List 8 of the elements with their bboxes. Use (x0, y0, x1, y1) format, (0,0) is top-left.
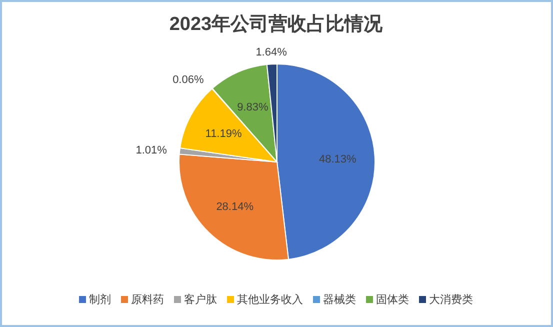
legend-label: 其他业务收入 (237, 293, 303, 306)
title: 2023年公司营收占比情况 (169, 14, 383, 35)
legend-label: 固体类 (376, 293, 409, 306)
legend-label: 制剂 (89, 293, 111, 306)
legend-label: 器械类 (323, 293, 356, 306)
legend-label: 大消费类 (429, 293, 473, 306)
legend-label: 客户肽 (184, 293, 217, 306)
legend-label: 原料药 (131, 293, 164, 306)
